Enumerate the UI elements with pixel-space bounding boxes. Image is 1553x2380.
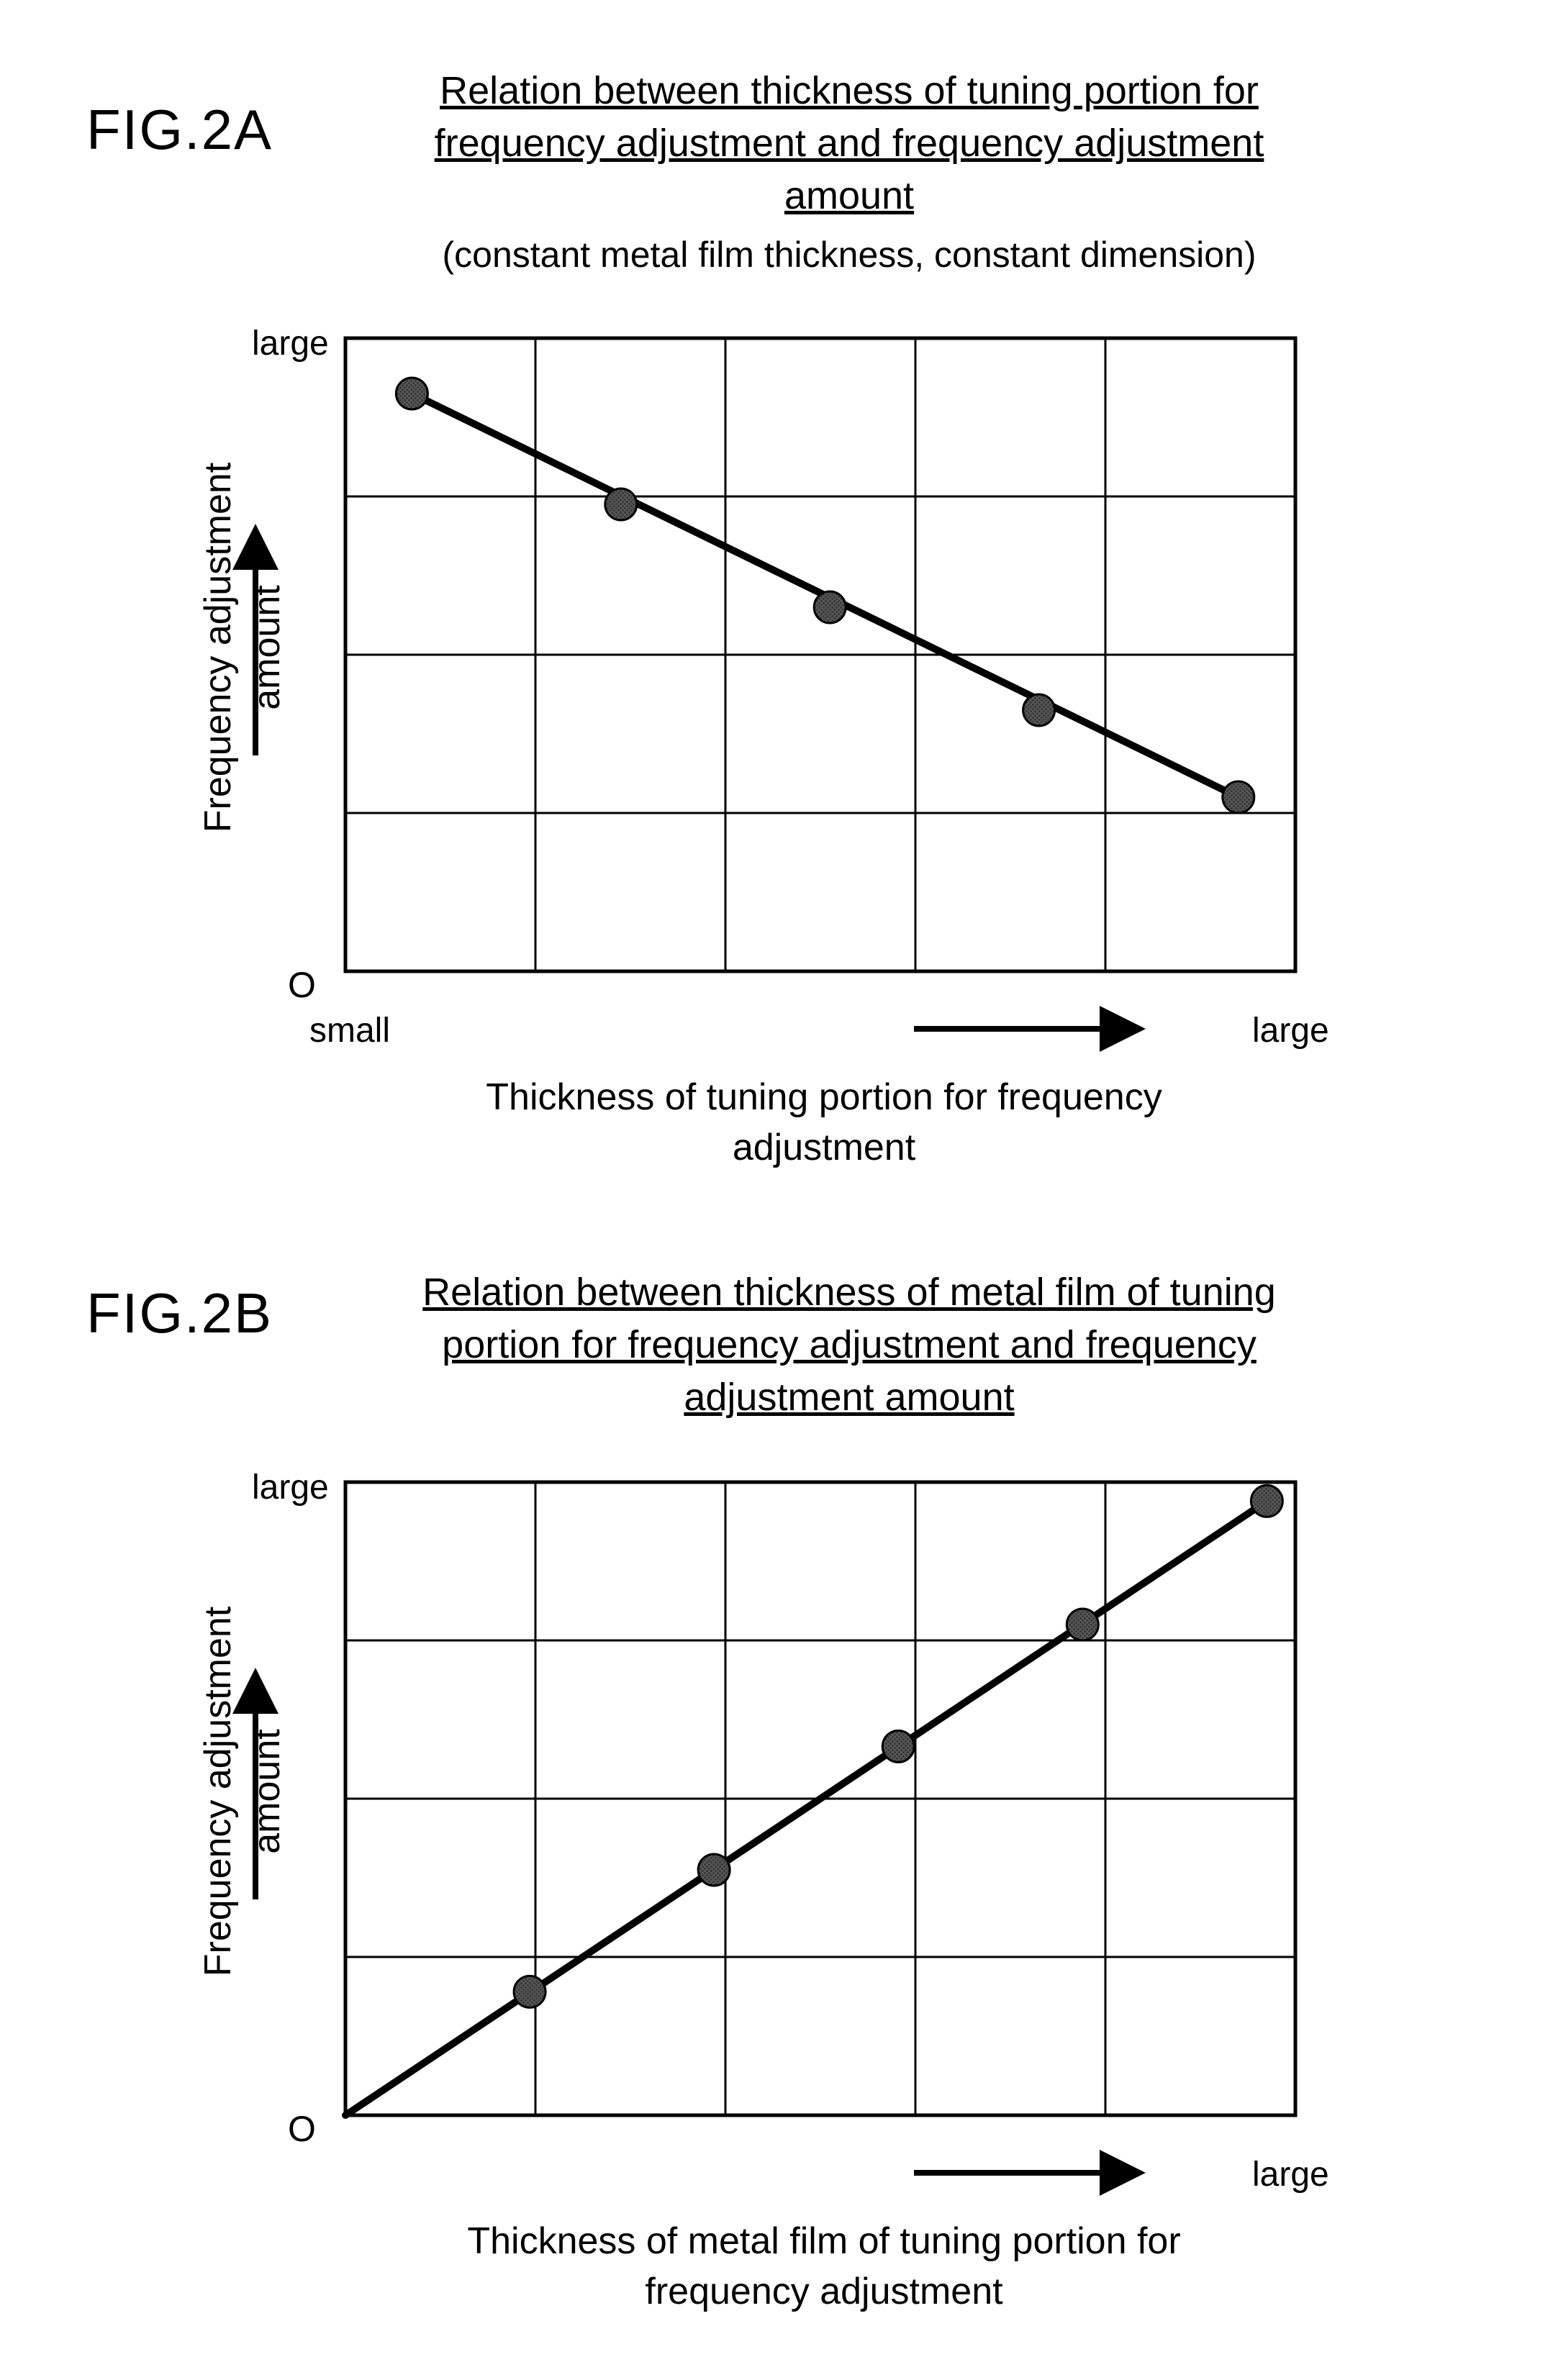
figure-2a: FIG.2A Relation between thickness of tun… [0, 43, 1553, 1209]
plot-series-2b [345, 1485, 1282, 2115]
chart-svg-2b [0, 1259, 1553, 2353]
plot-direction-arrows-2a [255, 547, 1123, 1029]
plot-direction-arrows-2b [255, 1691, 1123, 2173]
chart-svg-2a [0, 43, 1553, 1209]
page: FIG.2A Relation between thickness of tun… [0, 0, 1553, 2380]
plot-series-2a [396, 378, 1254, 813]
figure-2b: FIG.2B Relation between thickness of met… [0, 1259, 1553, 2353]
